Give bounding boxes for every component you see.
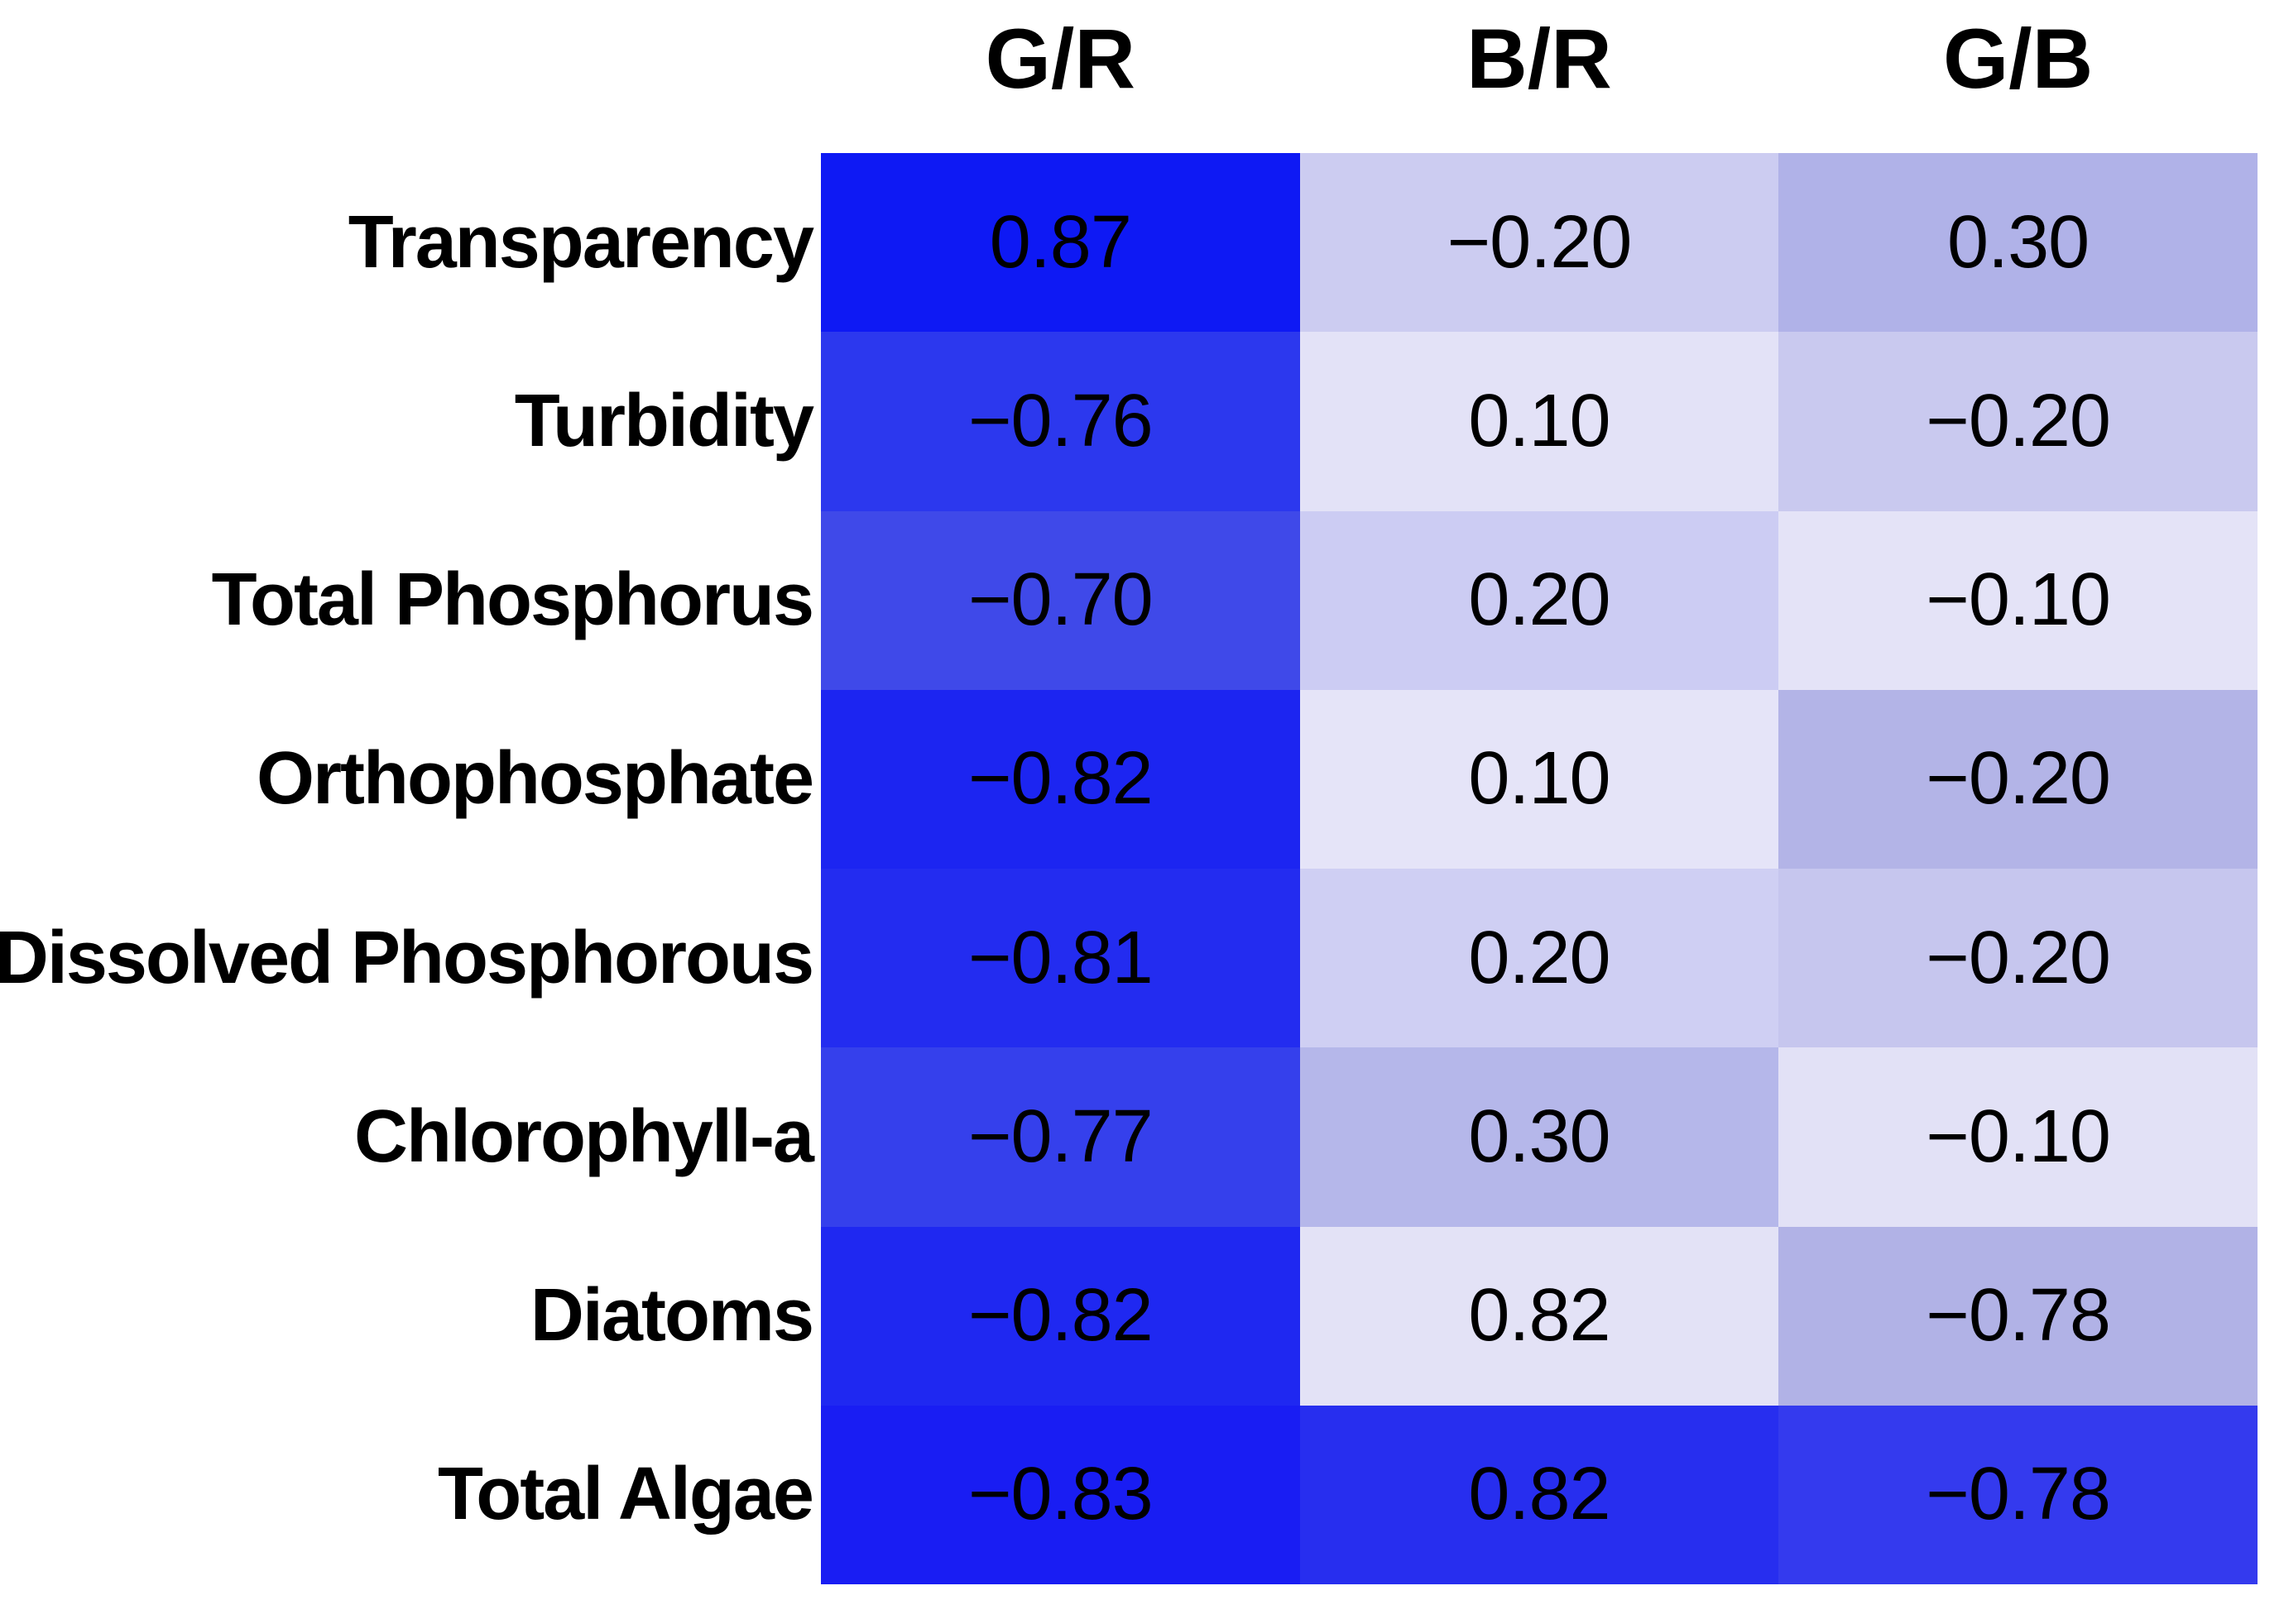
heatmap-cell: 0.20 [1299,869,1779,1048]
heatmap-cell: −0.76 [821,332,1300,511]
column-header-g-r: G/R [985,12,1135,106]
row-label-turbidity: Turbidity [514,379,814,462]
heatmap-cell: −0.20 [1299,153,1779,333]
heatmap-cell: 0.82 [1299,1405,1779,1584]
column-header-b-r: B/R [1466,12,1612,106]
row-label-diatoms: Diatoms [530,1274,814,1358]
row-label-dissolved-phosphorous: Dissolved Phosphorous [0,916,814,999]
heatmap-cell: −0.82 [821,689,1300,869]
heatmap-cell: −0.77 [821,1047,1300,1227]
heatmap-cell: −0.20 [1778,332,2258,511]
heatmap-cell: 0.30 [1299,1047,1779,1227]
heatmap-cell: −0.83 [821,1405,1300,1584]
heatmap-cell: −0.82 [821,1226,1300,1406]
heatmap-grid: G/R B/R G/B Transparency 0.87 −0.20 0.30 Turbid… [0,0,2258,1584]
row-label-total-phosphorus: Total Phosphorus [211,558,814,642]
row-label-orthophosphate: Orthophosphate [257,737,814,821]
corner-spacer [0,0,821,153]
heatmap-cell: −0.78 [1778,1226,2258,1406]
heatmap-cell: −0.78 [1778,1405,2258,1584]
heatmap-cell: −0.20 [1778,869,2258,1048]
heatmap-cell: −0.10 [1778,1047,2258,1227]
column-header-g-b: G/B [1942,12,2094,106]
row-label-transparency: Transparency [348,200,814,284]
heatmap-cell: 0.10 [1299,689,1779,869]
heatmap-cell: −0.70 [821,510,1300,690]
row-label-chlorophyll-a: Chlorophyll-a [354,1095,814,1178]
heatmap-cell: −0.20 [1778,689,2258,869]
heatmap-cell: −0.81 [821,869,1300,1048]
heatmap-cell: 0.82 [1299,1226,1779,1406]
heatmap-cell: 0.10 [1299,332,1779,511]
row-label-total-algae: Total Algae [437,1453,814,1536]
heatmap-cell: 0.30 [1778,153,2258,333]
heatmap-cell: 0.20 [1299,510,1779,690]
heatmap-cell: −0.10 [1778,510,2258,690]
heatmap-cell: 0.87 [821,153,1300,333]
